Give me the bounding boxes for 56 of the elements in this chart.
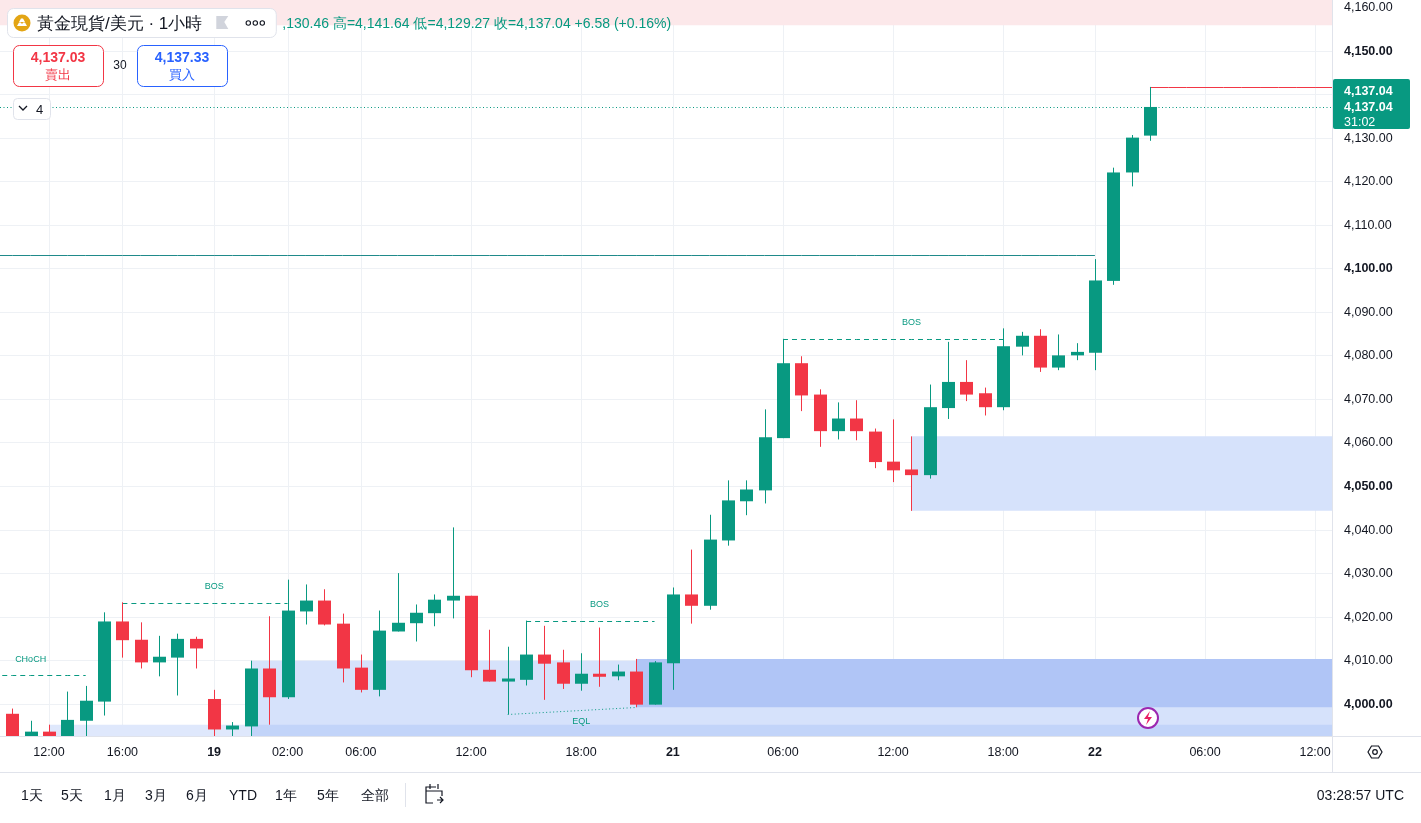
ref-line-label: 4,137.04: [1344, 99, 1393, 114]
y-tick-label: 4,120.00: [1344, 174, 1393, 189]
y-tick-label: 4,090.00: [1344, 304, 1393, 319]
text: 31:02: [1344, 114, 1376, 129]
x-tick-label: 21: [665, 745, 680, 759]
x-tick-label: 12:00: [455, 745, 487, 759]
x-tick-label: 16:00: [106, 745, 139, 759]
text: 4,137.04: [1344, 83, 1393, 98]
series-label: BOS: [589, 599, 609, 610]
y-tick-label: 4,020.00: [1344, 609, 1393, 624]
x-tick-label: 19: [207, 745, 222, 759]
text: 5年: [317, 787, 339, 803]
y-tick-label: 4,000.00: [1344, 696, 1393, 711]
series-label: BOS: [204, 581, 224, 592]
text: 黃金現貨/美元 · 1小時: [37, 13, 203, 33]
text: 1年: [275, 787, 297, 803]
annotation: 賣出: [45, 68, 71, 82]
text: YTD: [229, 787, 257, 803]
y-tick-label: 4,070.00: [1344, 391, 1393, 406]
text: 3月: [145, 787, 167, 803]
y-tick-label: 4,160.00: [1344, 0, 1393, 14]
text: 5天: [61, 787, 83, 803]
y-tick-label: 4,110.00: [1344, 217, 1392, 232]
series-label: EQL: [572, 716, 591, 727]
text: 1月: [104, 787, 126, 803]
annotation: 4,137.03: [30, 49, 86, 65]
y-tick-label: 4,130.00: [1344, 130, 1393, 145]
annotation: 4: [36, 101, 44, 117]
y-tick-label: 4,050.00: [1344, 479, 1393, 494]
y-tick-label: 4,010.00: [1344, 653, 1393, 668]
annotation: 30: [113, 58, 127, 72]
y-tick-label: 4,040.00: [1344, 522, 1393, 537]
annotation: 買入: [169, 68, 195, 82]
y-tick-label: 4,080.00: [1344, 348, 1393, 363]
text: 03:28:57 UTC: [1316, 787, 1404, 803]
text: 全部: [361, 787, 389, 803]
x-tick-label: 12:00: [1299, 745, 1331, 759]
y-tick-label: 4,100.00: [1344, 261, 1393, 276]
annotation: 4,137.33: [154, 49, 210, 65]
x-tick-label: 06:00: [767, 745, 799, 759]
x-tick-label: 06:00: [1189, 745, 1221, 759]
x-tick-label: 18:00: [565, 745, 597, 759]
text: 1天: [21, 787, 43, 803]
series-label: BOS: [901, 317, 921, 328]
y-tick-label: 4,150.00: [1344, 43, 1393, 58]
x-tick-label: 06:00: [345, 745, 377, 759]
x-tick-label: 12:00: [877, 745, 909, 759]
x-tick-label: 12:00: [33, 745, 65, 759]
y-tick-label: 4,030.00: [1344, 566, 1393, 581]
text: 6月: [186, 787, 208, 803]
x-tick-label: 02:00: [271, 745, 304, 759]
x-tick-label: 22: [1087, 745, 1102, 759]
y-tick-label: 4,060.00: [1344, 435, 1393, 450]
series-label: CHoCH: [15, 653, 47, 664]
text: ,130.46 高=4,141.64 低=4,129.27 收=4,137.04 +6.58 (+0.16%): [282, 15, 672, 31]
x-tick-label: 18:00: [987, 745, 1019, 759]
